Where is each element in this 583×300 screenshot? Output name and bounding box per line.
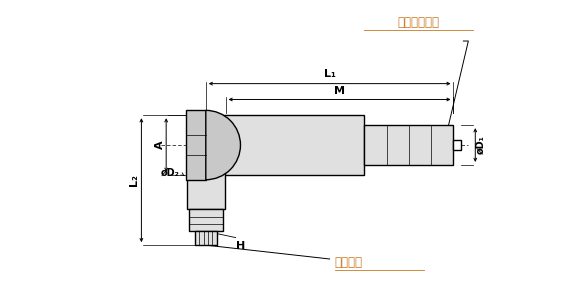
Text: L₂: L₂ (129, 174, 139, 186)
Text: 適用チューブ: 適用チューブ (398, 16, 440, 29)
Text: øD₂: øD₂ (160, 167, 179, 177)
Text: 接続ねじ: 接続ねじ (335, 256, 363, 269)
Bar (191, 115, 364, 175)
Bar (187, 145, 224, 209)
Text: H: H (236, 241, 245, 251)
Text: L₁: L₁ (324, 69, 336, 79)
Bar (454, 140, 461, 150)
Text: A: A (155, 141, 165, 149)
Bar (364, 125, 454, 165)
Wedge shape (206, 110, 240, 180)
Text: øD₁: øD₁ (475, 136, 485, 154)
Bar (195, 231, 217, 245)
Text: M: M (334, 85, 345, 95)
Bar (189, 209, 223, 231)
Bar (186, 110, 206, 180)
